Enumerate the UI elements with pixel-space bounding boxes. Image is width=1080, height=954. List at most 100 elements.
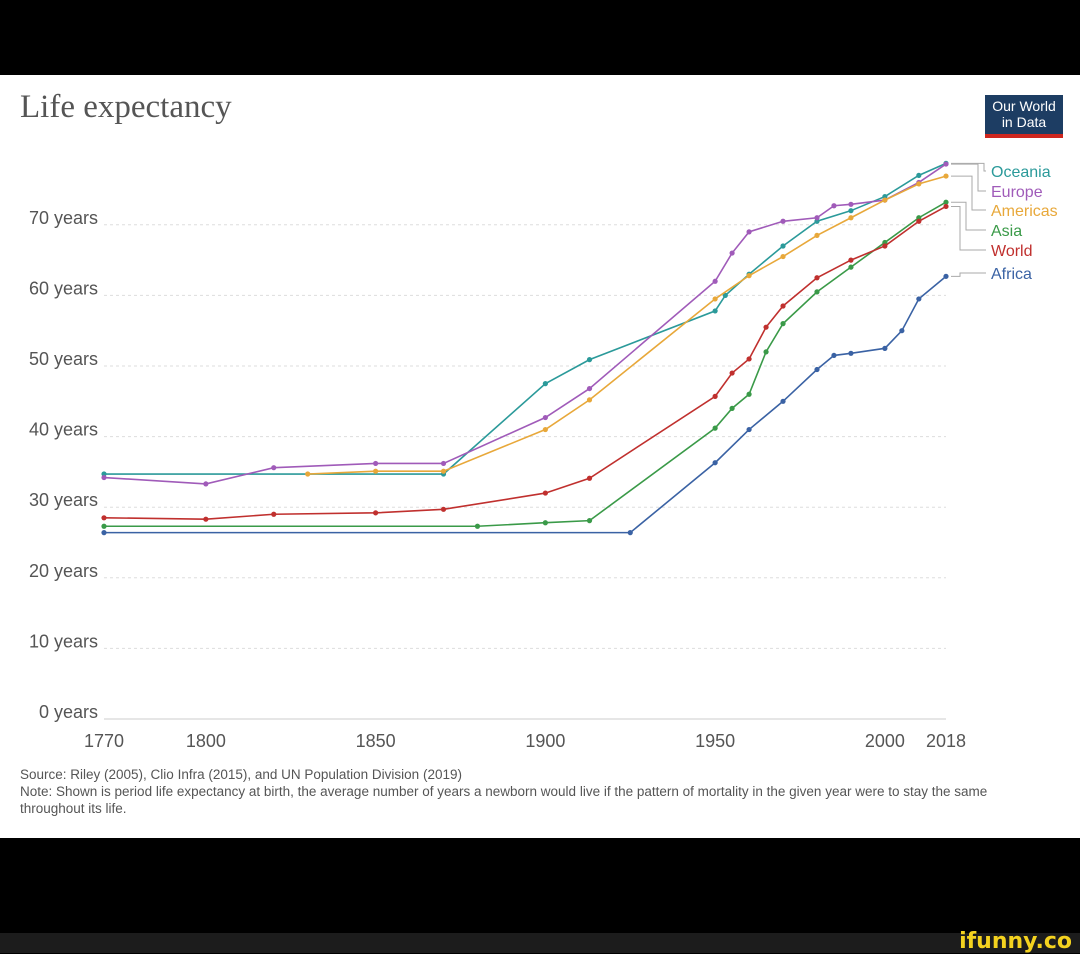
data-point-europe (831, 203, 837, 209)
data-point-asia (763, 349, 769, 355)
data-point-asia (746, 391, 752, 397)
legend-label-world: World (991, 243, 1033, 260)
data-point-europe (542, 414, 548, 421)
data-point-europe (848, 201, 854, 207)
data-point-asia (848, 264, 854, 270)
x-tick-label: 2000 (865, 731, 905, 751)
x-tick-label: 2018 (926, 731, 966, 751)
data-point-americas (712, 296, 718, 302)
data-point-oceania (586, 357, 593, 363)
data-point-world (712, 393, 718, 399)
legend-label-europe: Europe (991, 184, 1043, 201)
series-line-americas (307, 175, 947, 475)
x-tick-label: 1950 (695, 731, 735, 751)
data-point-world (101, 515, 107, 521)
y-tick-label: 40 years (29, 420, 98, 440)
data-point-americas (848, 215, 854, 221)
data-point-europe (814, 215, 820, 221)
data-point-europe (586, 385, 593, 392)
data-point-americas (882, 197, 888, 203)
data-point-oceania (712, 308, 718, 314)
chart-title: Life expectancy (20, 89, 232, 125)
x-tick-label: 1770 (84, 731, 124, 751)
legend-connector (951, 272, 986, 277)
data-point-africa (943, 273, 949, 279)
data-point-europe (780, 218, 786, 224)
data-point-africa (899, 328, 905, 334)
data-point-asia (542, 520, 548, 526)
logo-line-2: in Data (1001, 114, 1047, 130)
data-point-africa (882, 345, 888, 351)
data-point-oceania (916, 172, 922, 178)
data-point-africa (712, 460, 718, 466)
data-point-africa (746, 426, 752, 433)
data-point-americas (586, 397, 593, 403)
data-point-americas (542, 426, 548, 433)
data-point-world (271, 511, 277, 517)
data-point-world (943, 203, 949, 210)
data-point-asia (780, 321, 786, 327)
data-point-americas (746, 273, 752, 279)
series-line-africa (104, 275, 947, 534)
data-point-africa (831, 352, 837, 359)
y-tick-label: 20 years (29, 561, 98, 581)
data-point-europe (203, 481, 209, 487)
data-point-africa (848, 350, 854, 356)
legend-connector (951, 201, 986, 231)
data-point-world (763, 324, 769, 330)
x-tick-label: 1900 (525, 731, 565, 751)
series-line-europe (103, 163, 947, 485)
data-point-world (440, 506, 447, 512)
y-tick-label: 60 years (29, 278, 98, 298)
series-line-asia (104, 201, 947, 528)
owid-logo[interactable]: Our World in Data (985, 95, 1063, 138)
data-point-asia (943, 199, 949, 205)
line-chart: 0 years 10 years 20 years 30 years 40 years 5… (29, 160, 1058, 751)
data-point-asia (474, 523, 481, 529)
data-point-world (882, 243, 888, 249)
data-point-oceania (780, 243, 786, 249)
data-point-world (916, 218, 922, 224)
data-point-africa (101, 530, 107, 536)
legend-label-americas: Americas (991, 203, 1058, 220)
data-point-world (542, 490, 548, 496)
data-point-europe (440, 460, 447, 467)
data-point-world (729, 370, 735, 376)
y-tick-label: 10 years (29, 631, 98, 651)
legend-label-asia: Asia (991, 223, 1022, 240)
data-point-africa (780, 398, 786, 404)
data-point-europe (712, 278, 718, 284)
data-point-africa (916, 296, 922, 302)
data-point-europe (943, 161, 949, 167)
data-point-asia (586, 518, 593, 524)
series-line-world (103, 205, 947, 521)
data-point-europe (746, 229, 752, 235)
chart-panel: Life expectancy Our World in Data 0 year… (0, 75, 1080, 838)
data-point-americas (814, 232, 820, 238)
legend-connector (951, 162, 986, 172)
data-point-oceania (848, 208, 854, 214)
data-point-americas (440, 468, 447, 474)
legend-connector (951, 163, 986, 192)
data-point-americas (943, 173, 949, 179)
data-point-world (203, 516, 209, 522)
data-point-europe (271, 465, 277, 471)
data-point-world (746, 356, 752, 362)
watermark: ifunny.co (959, 929, 1072, 954)
chart-notes: Source: Riley (2005), Clio Infra (2015),… (20, 766, 1040, 817)
data-point-africa (627, 530, 633, 536)
data-point-europe (101, 474, 107, 481)
logo-line-1: Our World (992, 98, 1056, 114)
legend-label-africa: Africa (991, 266, 1032, 283)
note-text: Note: Shown is period life expectancy at… (20, 784, 988, 816)
data-point-world (586, 475, 593, 481)
data-point-asia (101, 523, 107, 529)
data-point-oceania (722, 292, 728, 298)
data-point-world (780, 303, 786, 309)
y-tick-label: 70 years (29, 208, 98, 228)
data-point-europe (729, 250, 735, 256)
data-point-asia (712, 425, 718, 431)
data-point-asia (729, 405, 735, 411)
legend-connector (951, 175, 986, 211)
data-point-europe (373, 460, 379, 467)
